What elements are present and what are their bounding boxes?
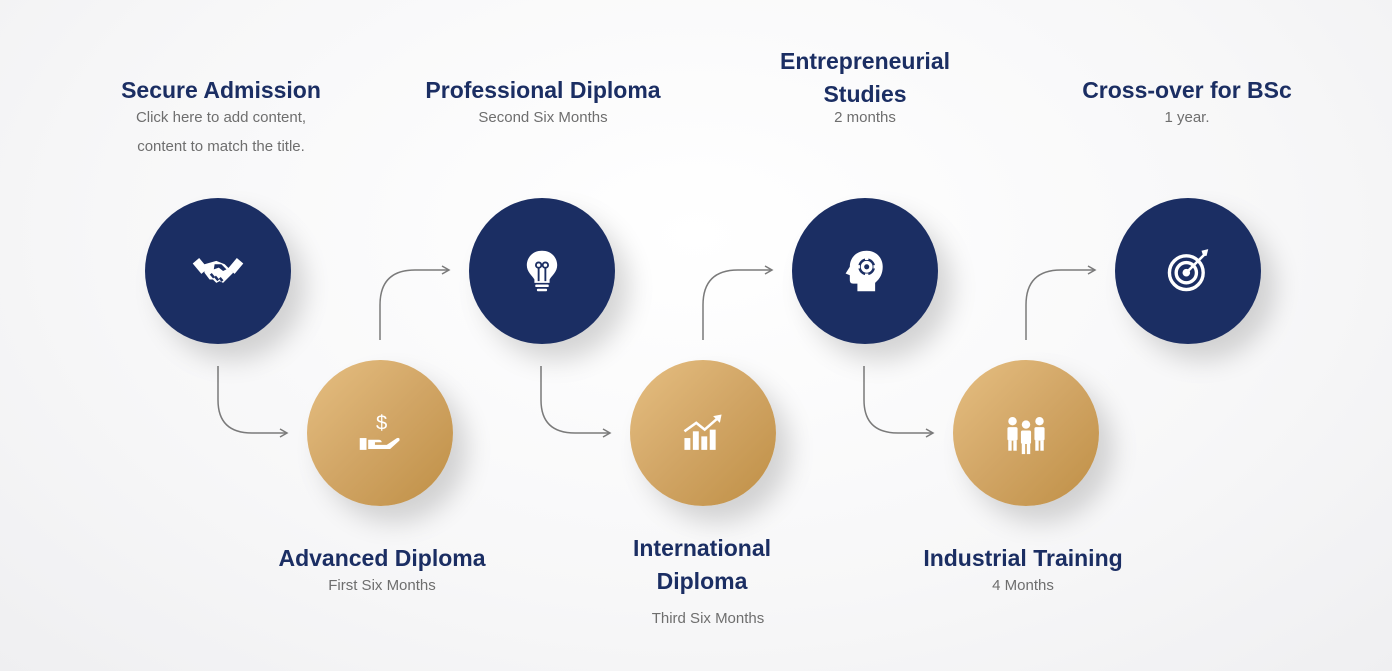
step-title-industrial-training: Industrial Training [923, 545, 1123, 571]
step-title-secure-admission: Secure Admission [121, 77, 321, 103]
step-circle-entrepreneurial-studies[interactable] [792, 198, 938, 344]
lightbulb-icon [526, 250, 558, 292]
step-subtitle-industrial-training: 4 Months [992, 577, 1054, 594]
step-subtitle-international-diploma: Third Six Months [651, 610, 765, 627]
step-circle-professional-diploma[interactable] [469, 198, 615, 344]
step-title-international-diploma-line2: Diploma [656, 568, 748, 594]
step-title-advanced-diploma: Advanced Diploma [278, 545, 486, 571]
step-title-international-diploma-line1: International [632, 535, 771, 561]
step-circle-industrial-training[interactable] [953, 360, 1099, 506]
step-subtitle-professional-diploma: Second Six Months [478, 109, 608, 126]
step-subtitle-entrepreneurial-studies: 2 months [834, 109, 896, 126]
step-circle-advanced-diploma[interactable]: $ [307, 360, 453, 506]
arrow-2-to-3 [379, 265, 451, 340]
step-circle-cross-over-bsc[interactable] [1115, 198, 1261, 344]
svg-text:$: $ [376, 413, 387, 435]
step-subtitle-cross-over-bsc: 1 year. [1164, 109, 1210, 126]
handshake-icon [192, 258, 244, 283]
step-circle-international-diploma[interactable] [630, 360, 776, 506]
target-icon [1167, 249, 1209, 292]
step-title-entrepreneurial-studies-line2: Studies [823, 81, 907, 107]
arrow-6-to-7 [1025, 265, 1097, 340]
step-title-entrepreneurial-studies-line1: Entrepreneurial [780, 48, 950, 74]
step-title-cross-over-bsc: Cross-over for BSc [1082, 77, 1292, 103]
growth-chart-icon [683, 414, 722, 450]
head-gear-icon [845, 250, 883, 292]
step-subtitle-secure-admission-line1: Click here to add content, [135, 109, 307, 126]
step-circle-secure-admission[interactable] [145, 198, 291, 344]
arrow-3-to-4 [540, 366, 612, 438]
team-icon [1007, 416, 1045, 455]
arrow-4-to-5 [702, 265, 774, 340]
arrow-5-to-6 [863, 366, 935, 438]
step-title-professional-diploma: Professional Diploma [425, 77, 661, 103]
arrow-1-to-2 [217, 366, 289, 438]
step-subtitle-secure-admission-line2: content to match the title. [137, 138, 305, 155]
step-subtitle-advanced-diploma: First Six Months [328, 577, 436, 594]
hand-money-icon: $ [359, 413, 400, 450]
